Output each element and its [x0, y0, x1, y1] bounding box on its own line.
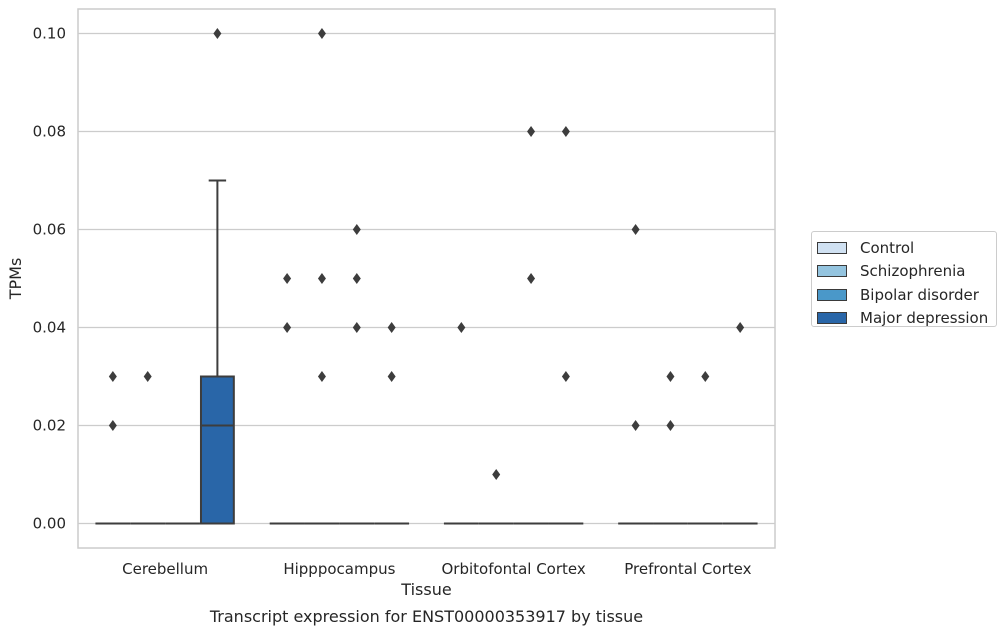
legend-label-control: Control	[860, 239, 914, 257]
y-tick-label: 0.00	[33, 515, 66, 533]
x-tick-label: Hipppocampus	[283, 560, 395, 578]
legend-label-schizophrenia: Schizophrenia	[860, 262, 965, 280]
box-major-depression-cerebellum	[201, 377, 234, 524]
y-tick-label: 0.04	[33, 319, 66, 337]
legend-swatch-control	[817, 242, 847, 254]
y-tick-label: 0.06	[33, 221, 66, 239]
legend-label-bipolar-disorder: Bipolar disorder	[860, 286, 979, 304]
legend-item-bipolar-disorder: Bipolar disorder	[817, 283, 996, 307]
legend-swatch-major-depression	[817, 312, 847, 324]
legend: Control Schizophrenia Bipolar disorder M…	[811, 231, 997, 327]
y-axis-label: TPMs	[6, 258, 25, 301]
x-tick-label: Cerebellum	[122, 560, 208, 578]
y-tick-label: 0.10	[33, 25, 66, 43]
plot-area	[78, 9, 775, 548]
x-tick-label: Orbitofontal Cortex	[442, 560, 586, 578]
legend-item-control: Control	[817, 236, 996, 260]
chart-caption: Transcript expression for ENST0000035391…	[209, 607, 643, 626]
x-axis-label: Tissue	[400, 580, 451, 599]
y-tick-label: 0.02	[33, 417, 66, 435]
legend-item-schizophrenia: Schizophrenia	[817, 260, 996, 284]
x-tick-label: Prefrontal Cortex	[624, 560, 751, 578]
legend-label-major-depression: Major depression	[860, 309, 988, 327]
legend-swatch-bipolar-disorder	[817, 289, 847, 301]
legend-item-major-depression: Major depression	[817, 307, 996, 331]
y-tick-label: 0.08	[33, 123, 66, 141]
legend-swatch-schizophrenia	[817, 265, 847, 277]
